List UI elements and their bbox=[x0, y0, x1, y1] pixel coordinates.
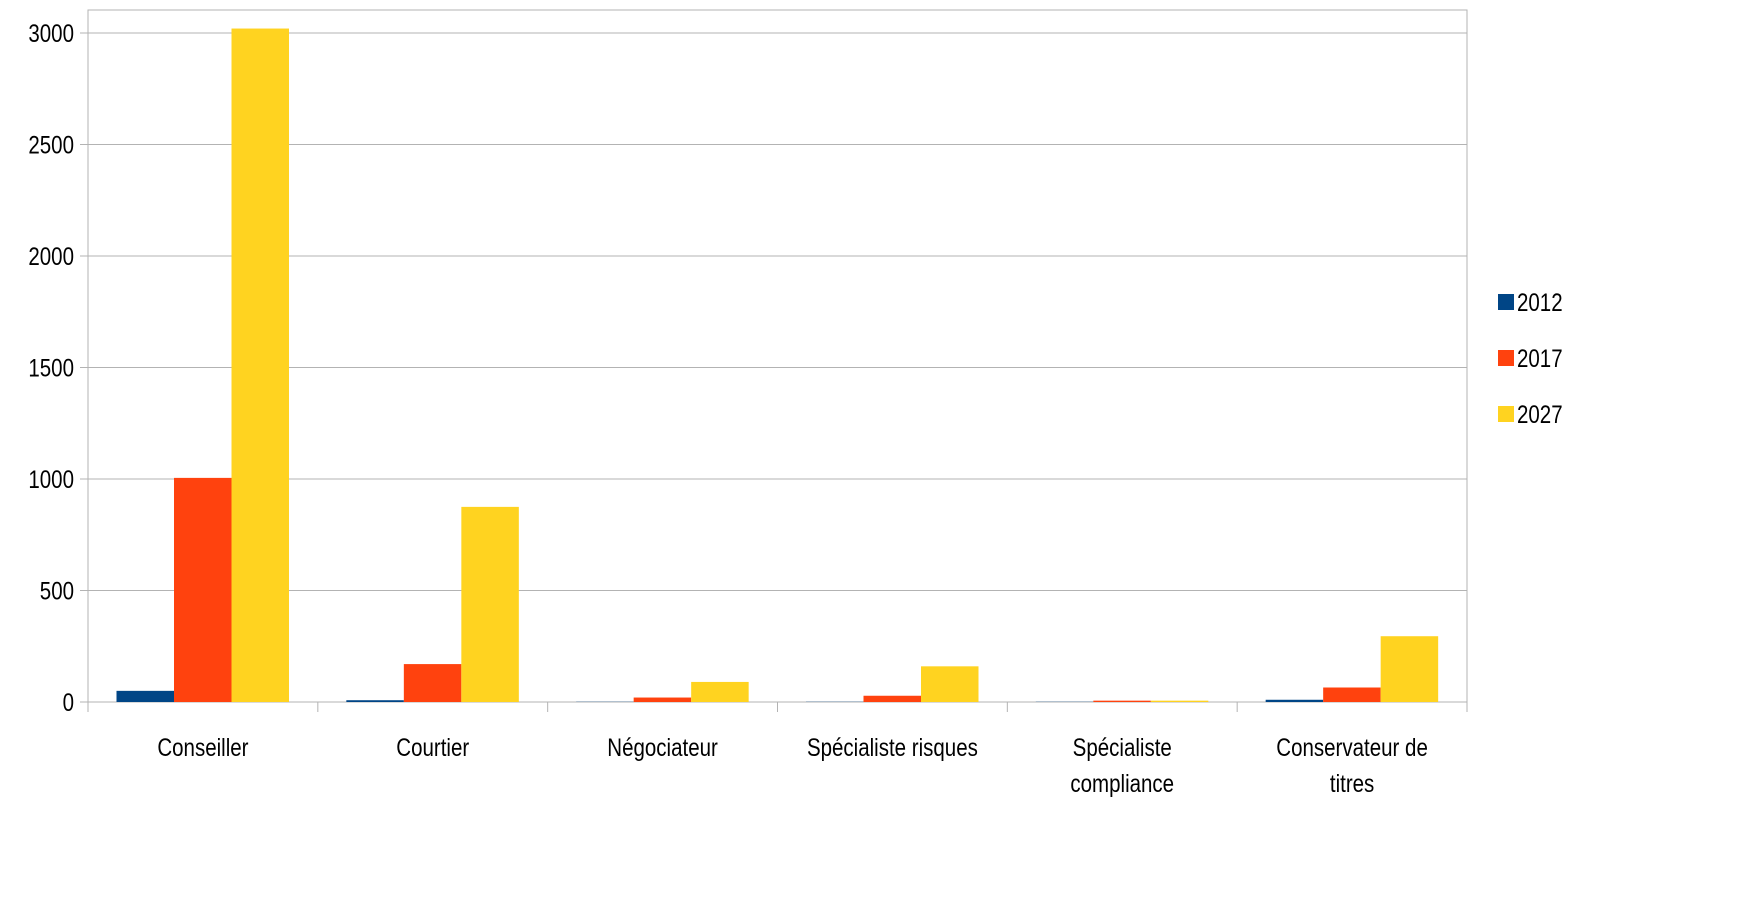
y-tick-label: 500 bbox=[40, 577, 74, 605]
bar-2017-4 bbox=[1093, 701, 1151, 702]
bar-2012-1 bbox=[346, 700, 404, 702]
x-category-label: compliance bbox=[1070, 769, 1174, 797]
bar-2027-3 bbox=[921, 666, 979, 702]
bar-2017-0 bbox=[174, 478, 232, 702]
legend-swatch-2027 bbox=[1498, 406, 1514, 422]
bar-2017-5 bbox=[1323, 688, 1381, 702]
x-category-label: Courtier bbox=[396, 733, 469, 761]
y-tick-label: 0 bbox=[63, 688, 74, 716]
x-category-label: Conseiller bbox=[157, 733, 248, 761]
bar-2017-1 bbox=[404, 664, 462, 702]
bar-2012-0 bbox=[117, 691, 175, 702]
bar-2017-3 bbox=[864, 696, 922, 702]
y-tick-label: 1000 bbox=[28, 465, 74, 493]
bar-2027-2 bbox=[691, 682, 749, 702]
bar-2027-5 bbox=[1381, 636, 1439, 702]
y-tick-label: 2000 bbox=[28, 242, 74, 270]
legend-label-2017: 2017 bbox=[1517, 344, 1563, 372]
legend-label-2012: 2012 bbox=[1517, 288, 1563, 316]
bar-2012-5 bbox=[1266, 700, 1324, 702]
legend: 2012 2017 2027 bbox=[1498, 288, 1563, 428]
y-tick-label: 3000 bbox=[28, 19, 74, 47]
bar-2027-1 bbox=[461, 507, 519, 702]
gridlines bbox=[88, 10, 1467, 702]
x-category-label: Spécialiste risques bbox=[807, 733, 978, 761]
x-category-label: Conservateur de bbox=[1276, 733, 1428, 761]
legend-swatch-2017 bbox=[1498, 350, 1514, 366]
bars bbox=[117, 29, 1439, 702]
plot-area-frame bbox=[88, 10, 1467, 702]
bar-2017-2 bbox=[634, 698, 692, 702]
bar-2027-4 bbox=[1151, 701, 1209, 702]
legend-swatch-2012 bbox=[1498, 294, 1514, 310]
legend-label-2027: 2027 bbox=[1517, 400, 1563, 428]
x-category-label: Spécialiste bbox=[1073, 733, 1172, 761]
y-tick-label: 1500 bbox=[28, 354, 74, 382]
x-category-label: Négociateur bbox=[607, 733, 718, 761]
bar-2027-0 bbox=[232, 29, 290, 702]
y-tick-label: 2500 bbox=[28, 131, 74, 159]
x-category-label: titres bbox=[1330, 769, 1374, 797]
